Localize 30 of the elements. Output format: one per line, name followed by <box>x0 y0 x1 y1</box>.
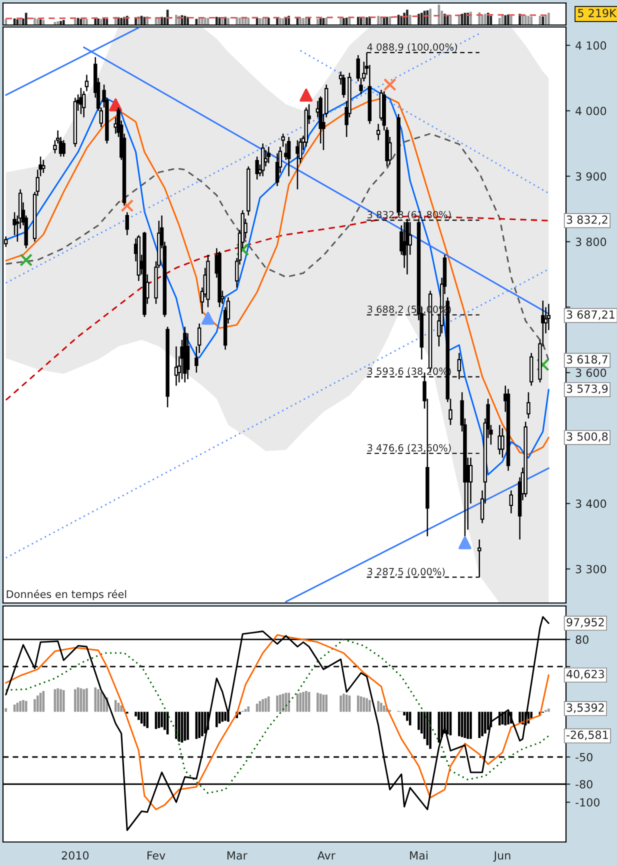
annotation: 3 832,2 <box>566 215 608 225</box>
y-tick-label: 3 300 <box>576 564 606 574</box>
y-tick-label: 4 100 <box>576 41 606 50</box>
ref-line-label: 3 287,5 (0,00%) <box>368 568 445 576</box>
annotation: -26,581 <box>566 730 608 740</box>
x-tick-label: Mai <box>410 851 428 860</box>
x-tick-label: Avr <box>317 851 336 860</box>
y-tick-label: -50 <box>576 752 592 762</box>
ref-line-label: 4 088,9 (100,00%) <box>367 43 457 52</box>
x-tick-label: Fev <box>148 851 166 860</box>
annotation: 40,623 <box>566 670 604 680</box>
x-tick-label: 2010 <box>62 851 89 860</box>
y-tick-label: 3 400 <box>576 499 606 508</box>
y-tick-label: -100 <box>576 798 600 807</box>
y-tick-label: 4 000 <box>576 106 606 116</box>
y-tick-label: 3 800 <box>576 238 606 246</box>
x-tick-label: Jun <box>493 851 510 862</box>
y-tick-label: 3 600 <box>576 368 606 377</box>
annotation: 3 618,7 <box>566 355 608 365</box>
y-tick-label: 3 900 <box>576 172 606 181</box>
text: 5 219K <box>578 8 617 18</box>
y-tick-label: 80 <box>576 635 588 644</box>
annotation: Données en temps réel <box>6 590 126 600</box>
annotation: 3,5392 <box>566 703 604 713</box>
x-tick-label: Mar <box>227 851 248 860</box>
y-tick-label: -80 <box>576 780 592 789</box>
annotation: 3 500,8 <box>566 432 608 442</box>
annotation: 3 687,21 <box>566 310 614 320</box>
annotation: 97,952 <box>566 618 604 628</box>
annotation: 3 573,9 <box>566 384 608 394</box>
